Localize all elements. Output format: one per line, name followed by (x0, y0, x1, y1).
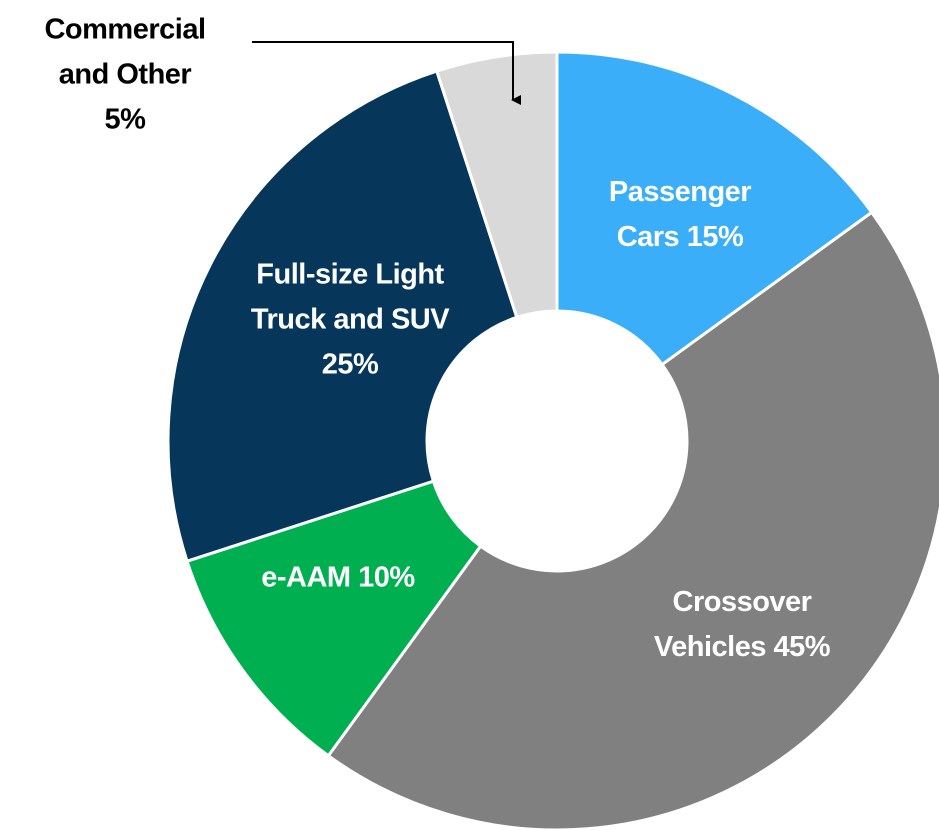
wedge (326, 210, 939, 830)
value-label: 15% (686, 221, 744, 253)
value-label: 25% (321, 348, 379, 381)
callout-arrow (252, 41, 521, 105)
category-label: Commercial and Other (44, 13, 206, 91)
category-label: Passenger Cars (608, 176, 752, 253)
category-label: e-AAM (261, 561, 351, 594)
value-label: 45% (773, 631, 831, 663)
wedge-label: Commercial and Other 5% (25, 8, 225, 143)
wedge (434, 50, 559, 320)
value-label: 5% (104, 103, 146, 136)
wedge (185, 479, 483, 758)
wedge-label: Crossover Vehicles 45% (627, 580, 857, 670)
wedge-label: Passenger Cars 15% (580, 170, 780, 260)
wedge-label: Full-size Light Truck and SUV 25% (220, 253, 480, 388)
value-label: 10% (358, 561, 415, 594)
wedge (555, 50, 874, 367)
category-label: Full-size Light Truck and SUV (250, 258, 450, 336)
category-label: Crossover Vehicles (653, 586, 812, 663)
wedge (166, 69, 519, 564)
wedge-label: e-AAM 10% (228, 556, 448, 601)
